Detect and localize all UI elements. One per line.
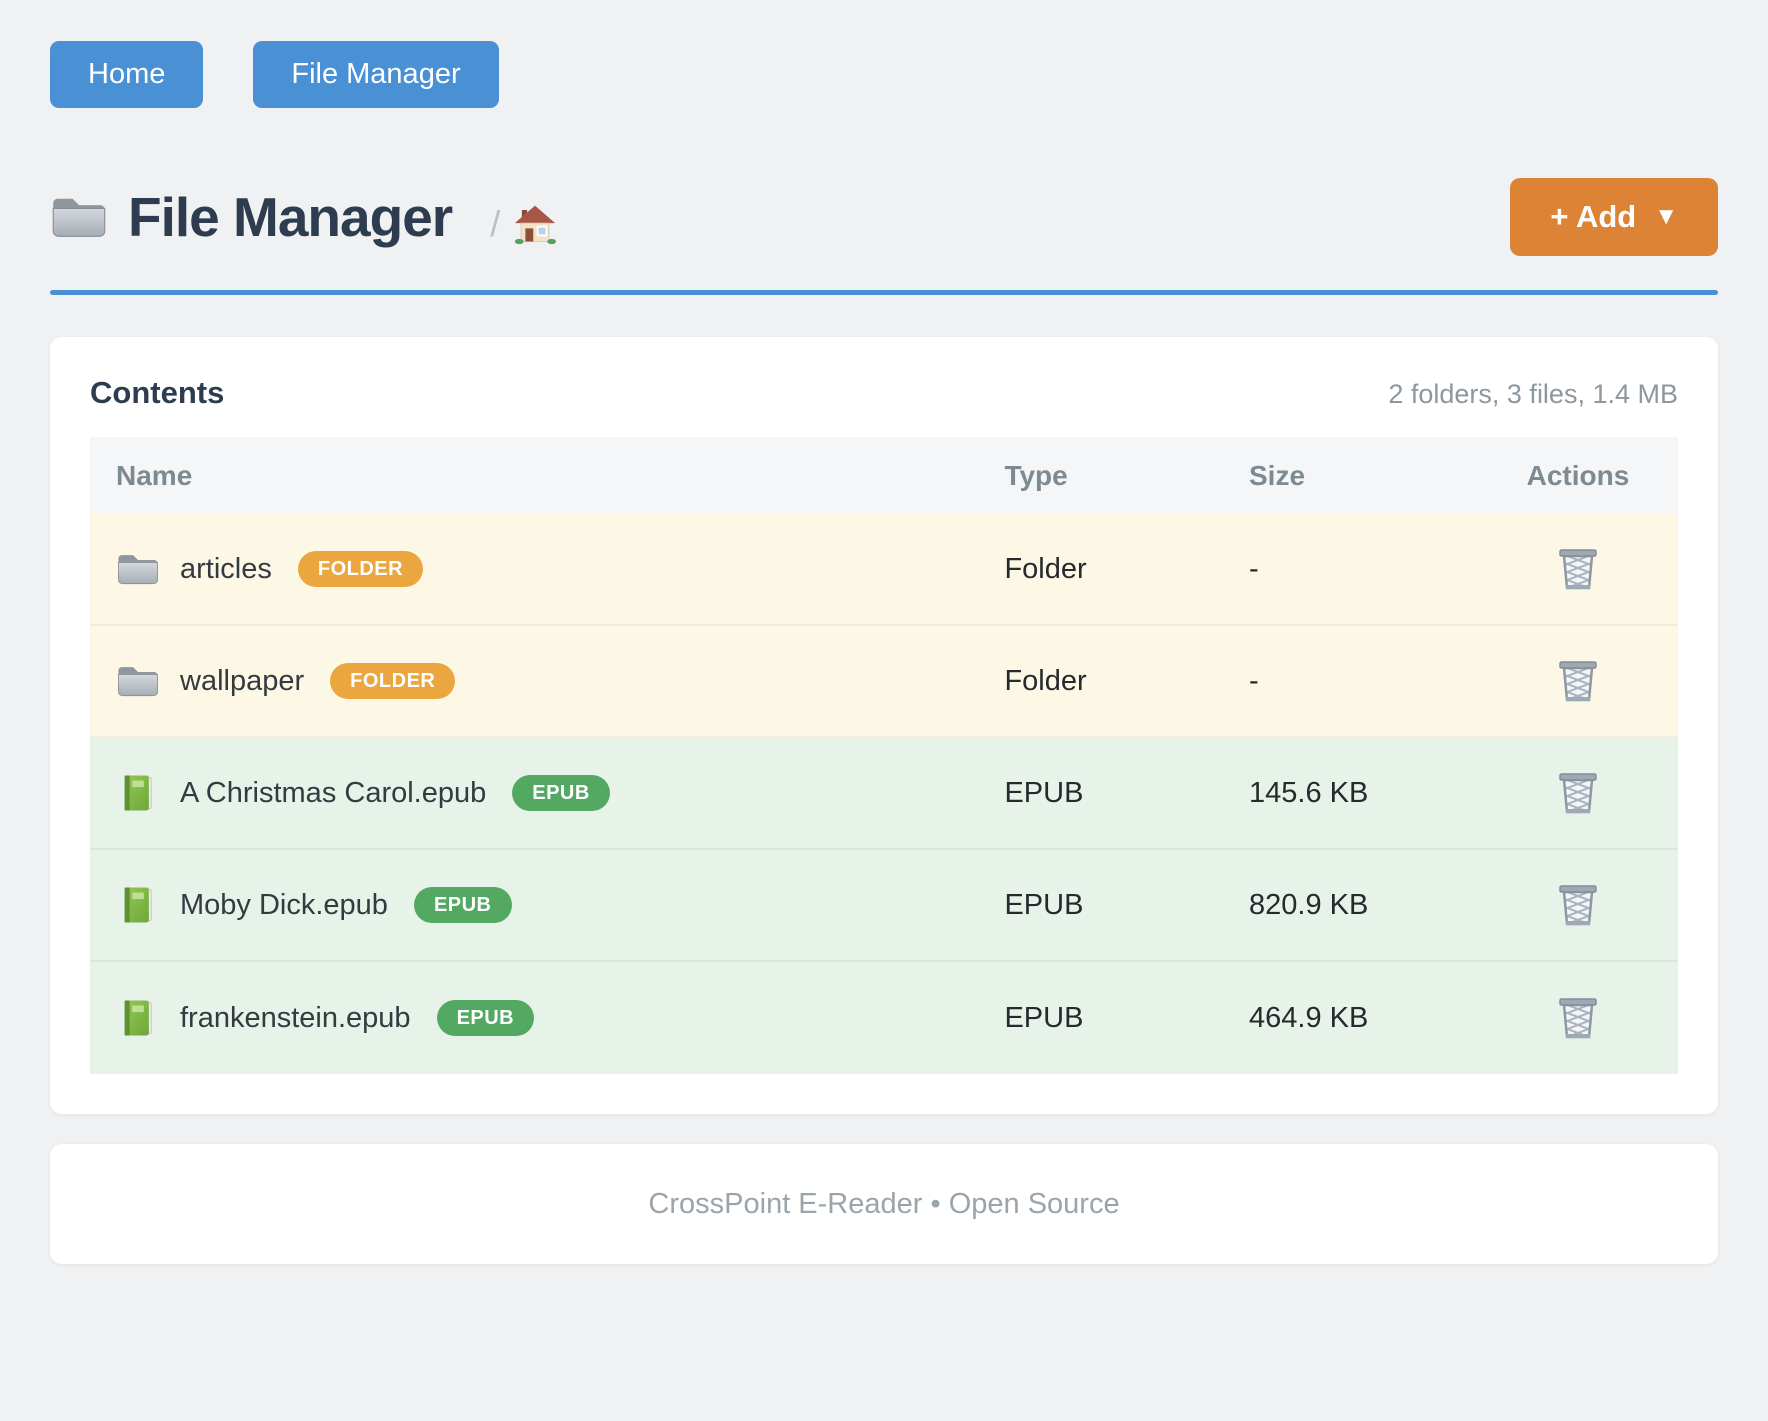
footer-text: CrossPoint E-Reader • Open Source [648,1187,1120,1220]
folder-icon [116,661,160,701]
actions-cell [1478,654,1678,708]
file-name-link[interactable]: A Christmas Carol.epub [180,776,487,809]
contents-card: Contents 2 folders, 3 files, 1.4 MB Name… [50,337,1718,1114]
folder-icon [50,192,108,242]
actions-cell [1478,542,1678,596]
table-row[interactable]: A Christmas Carol.epub EPUB EPUB 145.6 K… [90,738,1678,850]
trash-icon [1557,546,1599,592]
type-cell: Folder [1004,664,1087,697]
table-row[interactable]: frankenstein.epub EPUB EPUB 464.9 KB [90,962,1678,1074]
trash-icon [1557,995,1599,1041]
type-cell: EPUB [1004,888,1084,921]
folder-icon [116,549,160,589]
type-badge: EPUB [413,887,512,923]
file-manager-button[interactable]: File Manager [253,41,499,108]
chevron-down-icon: ▼ [1654,203,1678,230]
table-row[interactable]: articles FOLDER Folder - [90,514,1678,626]
house-icon[interactable] [514,203,557,245]
type-badge: FOLDER [330,663,456,699]
size-cell: 820.9 KB [1249,888,1369,921]
delete-button[interactable] [1553,991,1603,1045]
file-name-link[interactable]: frankenstein.epub [180,1001,411,1034]
book-icon [116,773,160,813]
delete-button[interactable] [1553,542,1603,596]
breadcrumb: / [490,203,557,245]
book-icon [116,998,160,1038]
delete-button[interactable] [1553,878,1603,932]
type-cell: EPUB [1004,1001,1084,1034]
trash-icon [1557,770,1599,816]
name-cell: wallpaper FOLDER [90,661,982,701]
book-icon [116,885,160,925]
column-header-actions: Actions [1526,459,1630,491]
page-title: File Manager [128,186,453,248]
table-row[interactable]: wallpaper FOLDER Folder - [90,626,1678,738]
contents-summary: 2 folders, 3 files, 1.4 MB [1388,379,1678,409]
contents-card-header: Contents 2 folders, 3 files, 1.4 MB [90,375,1678,411]
actions-cell [1478,878,1678,932]
type-badge: FOLDER [297,551,424,587]
name-cell: A Christmas Carol.epub EPUB [90,773,982,813]
breadcrumb-separator: / [490,203,501,244]
add-button-label: + Add [1550,199,1637,234]
contents-heading: Contents [90,375,225,410]
type-cell: EPUB [1004,776,1084,809]
name-cell: articles FOLDER [90,549,982,589]
trash-icon [1557,658,1599,704]
table-row[interactable]: Moby Dick.epub EPUB EPUB 820.9 KB [90,850,1678,962]
trash-icon [1557,882,1599,928]
type-badge: EPUB [436,1000,535,1036]
file-table: Name Type Size Actions articles FOLDER F… [90,437,1678,1074]
file-name-link[interactable]: articles [180,552,272,585]
footer-card: CrossPoint E-Reader • Open Source [50,1144,1718,1264]
size-cell: 464.9 KB [1249,1001,1369,1034]
page-header: File Manager / + Add ▼ [50,178,1718,256]
delete-button[interactable] [1553,766,1603,820]
title-wrap: File Manager / [50,185,557,249]
column-header-name: Name [116,459,193,491]
table-header-row: Name Type Size Actions [90,437,1678,514]
size-cell: - [1249,664,1259,697]
home-button[interactable]: Home [50,41,204,108]
actions-cell [1478,991,1678,1045]
file-name-link[interactable]: Moby Dick.epub [180,888,388,921]
file-name-link[interactable]: wallpaper [180,664,305,697]
top-nav: Home File Manager [50,41,1718,108]
delete-button[interactable] [1553,654,1603,708]
actions-cell [1478,766,1678,820]
add-button[interactable]: + Add ▼ [1510,178,1718,256]
title-divider [50,290,1718,295]
column-header-size: Size [1249,459,1306,491]
size-cell: 145.6 KB [1249,776,1369,809]
type-cell: Folder [1004,552,1087,585]
type-badge: EPUB [512,775,610,811]
name-cell: Moby Dick.epub EPUB [90,885,982,925]
size-cell: - [1249,552,1259,585]
column-header-type: Type [1004,459,1068,491]
name-cell: frankenstein.epub EPUB [90,998,982,1038]
